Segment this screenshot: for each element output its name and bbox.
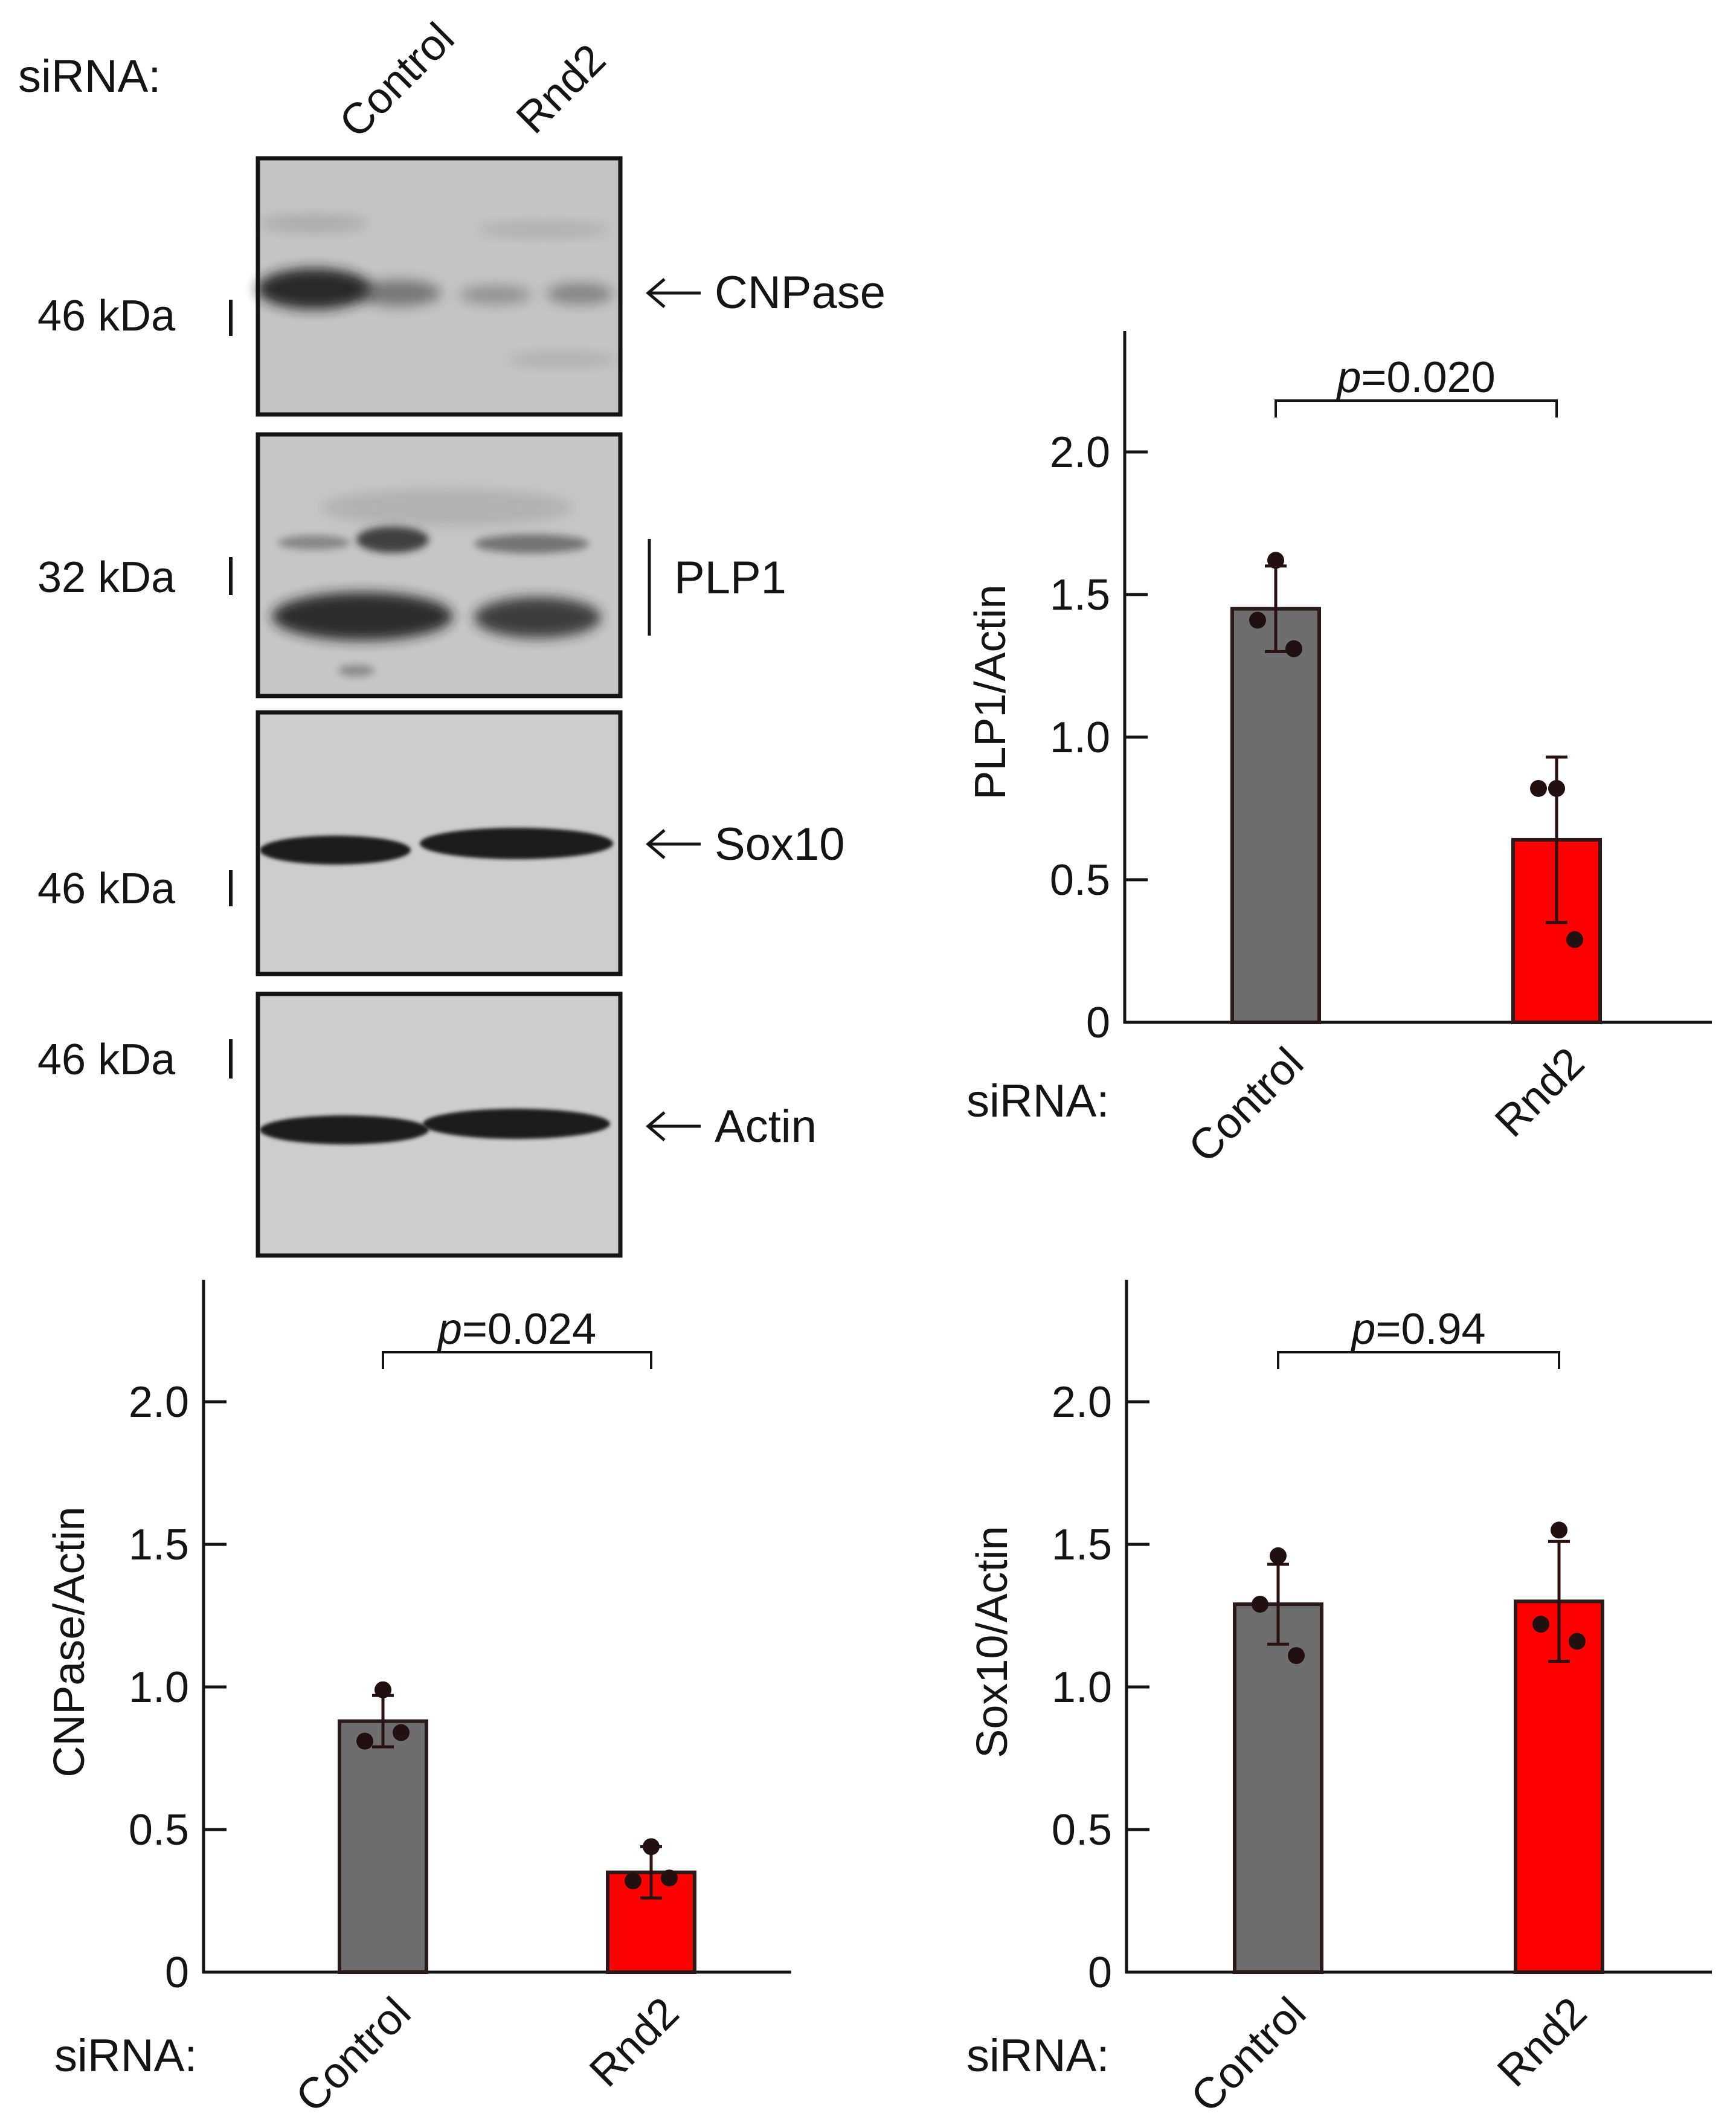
significance-bracket	[382, 1351, 652, 1369]
data-point	[643, 1838, 660, 1856]
p-value-label: p=0.020	[1336, 353, 1495, 402]
significance-bracket	[1277, 1351, 1560, 1369]
data-point	[356, 1732, 373, 1750]
blot-panel-actin: 46 kDa Actin	[37, 992, 817, 1258]
y-tick-label: 0.5	[1052, 1806, 1112, 1854]
blot-panel-cnpase: 46 kDa CNPase	[37, 156, 886, 417]
data-point	[1530, 779, 1547, 797]
x-tick-label: Control	[287, 1988, 420, 2122]
x-axis-label: siRNA:	[966, 1075, 1109, 1127]
y-tick-label: 2.0	[1050, 428, 1110, 477]
y-tick-label: 0.5	[1050, 856, 1110, 904]
data-point	[1285, 640, 1302, 657]
data-point	[625, 1872, 641, 1889]
p-value-text: =0.020	[1361, 353, 1495, 402]
blot-band-sox10	[260, 828, 613, 865]
data-point	[1569, 1633, 1586, 1650]
blot-panel-sox10: 46 kDa Sox10	[37, 710, 845, 976]
blot-marker-sox10: 46 kDa	[37, 865, 176, 913]
blot-sirna-label: siRNA:	[18, 51, 161, 102]
blot-marker-plp1: 32 kDa	[37, 553, 176, 602]
data-point	[1532, 1616, 1549, 1633]
x-tick-label: Control	[1182, 1988, 1316, 2122]
significance-bracket	[1275, 399, 1558, 418]
x-axis-label: siRNA:	[966, 2030, 1109, 2081]
data-point	[1252, 1596, 1268, 1613]
data-point	[1267, 552, 1284, 569]
data-point	[661, 1869, 678, 1887]
blot-protein-cnpase: CNPase	[715, 267, 886, 318]
blot-protein-plp1: PLP1	[674, 552, 786, 604]
data-point	[393, 1724, 410, 1741]
y-tick-label: 1.0	[1052, 1663, 1112, 1712]
p-value-symbol: p	[437, 1305, 462, 1353]
p-value-symbol: p	[1350, 1305, 1375, 1353]
data-point	[1551, 1521, 1567, 1539]
data-point	[375, 1681, 391, 1698]
data-point	[1288, 1647, 1305, 1665]
y-tick-label: 0	[165, 1949, 189, 1997]
x-tick-label: Rnd2	[580, 1988, 688, 2096]
p-value-label: p=0.024	[437, 1305, 596, 1353]
blot-lane-label-rnd2: Rnd2	[507, 35, 615, 143]
y-axis-label: Sox10/Actin	[968, 1526, 1017, 1758]
blot-protein-sox10: Sox10	[715, 819, 845, 870]
western-blot: siRNA: Control Rnd2 46 kDa CNPase	[18, 14, 886, 1258]
p-value-text: =0.024	[462, 1305, 596, 1353]
x-axis-label: siRNA:	[54, 2030, 197, 2081]
blot-band-cnpase	[257, 215, 616, 367]
p-value-label: p=0.94	[1350, 1305, 1485, 1353]
x-tick-label: Rnd2	[1488, 1988, 1596, 2096]
blot-band-actin	[260, 1109, 610, 1144]
arrow-left-icon	[646, 829, 701, 859]
blot-marker-actin: 46 kDa	[37, 1036, 176, 1084]
data-point	[1270, 1547, 1287, 1564]
y-tick-label: 0	[1086, 999, 1110, 1047]
blot-marker-cnpase: 46 kDa	[37, 292, 176, 340]
y-tick-label: 1.0	[1050, 714, 1110, 762]
arrow-left-icon	[646, 1111, 701, 1141]
bar	[1514, 1599, 1604, 1974]
data-point	[1249, 611, 1266, 629]
y-axis-label: PLP1/Actin	[966, 584, 1015, 799]
blot-lane-label-control: Control	[330, 14, 464, 147]
bar	[338, 1719, 428, 1974]
blot-panel-plp1: 32 kDa PLP1	[37, 432, 786, 698]
data-point	[1566, 931, 1583, 949]
chart-sox10-actin: 0 0.5 1.0 1.5 2.0 Sox10/Actin Control Rnd2 siRNA…	[966, 1280, 1712, 2121]
y-tick-label: 2.0	[1052, 1378, 1112, 1427]
x-tick-label: Rnd2	[1486, 1039, 1593, 1146]
arrow-left-icon	[646, 278, 701, 308]
chart-plp1-actin: 0 0.5 1.0 1.5 2.0 PLP1/Actin Control Rnd2 siRNA:…	[966, 331, 1712, 1172]
blot-protein-actin: Actin	[715, 1101, 817, 1152]
chart-cnpase-actin: 0 0.5 1.0 1.5 2.0 CNPase/Actin Control Rnd2 siRN…	[45, 1280, 791, 2121]
y-tick-label: 1.5	[1050, 571, 1110, 619]
x-tick-label: Control	[1180, 1039, 1313, 1172]
y-tick-label: 1.5	[1052, 1521, 1112, 1569]
y-tick-label: 1.0	[129, 1663, 189, 1712]
data-point	[1548, 779, 1565, 797]
y-tick-label: 1.5	[129, 1521, 189, 1569]
bar	[1230, 607, 1321, 1024]
bar	[1233, 1602, 1323, 1975]
blot-band-plp1	[272, 489, 601, 677]
y-tick-label: 0	[1088, 1949, 1112, 1997]
y-axis-label: CNPase/Actin	[45, 1507, 94, 1778]
p-value-text: =0.94	[1375, 1305, 1485, 1353]
y-tick-label: 2.0	[129, 1378, 189, 1427]
p-value-symbol: p	[1336, 353, 1361, 402]
y-tick-label: 0.5	[129, 1806, 189, 1854]
